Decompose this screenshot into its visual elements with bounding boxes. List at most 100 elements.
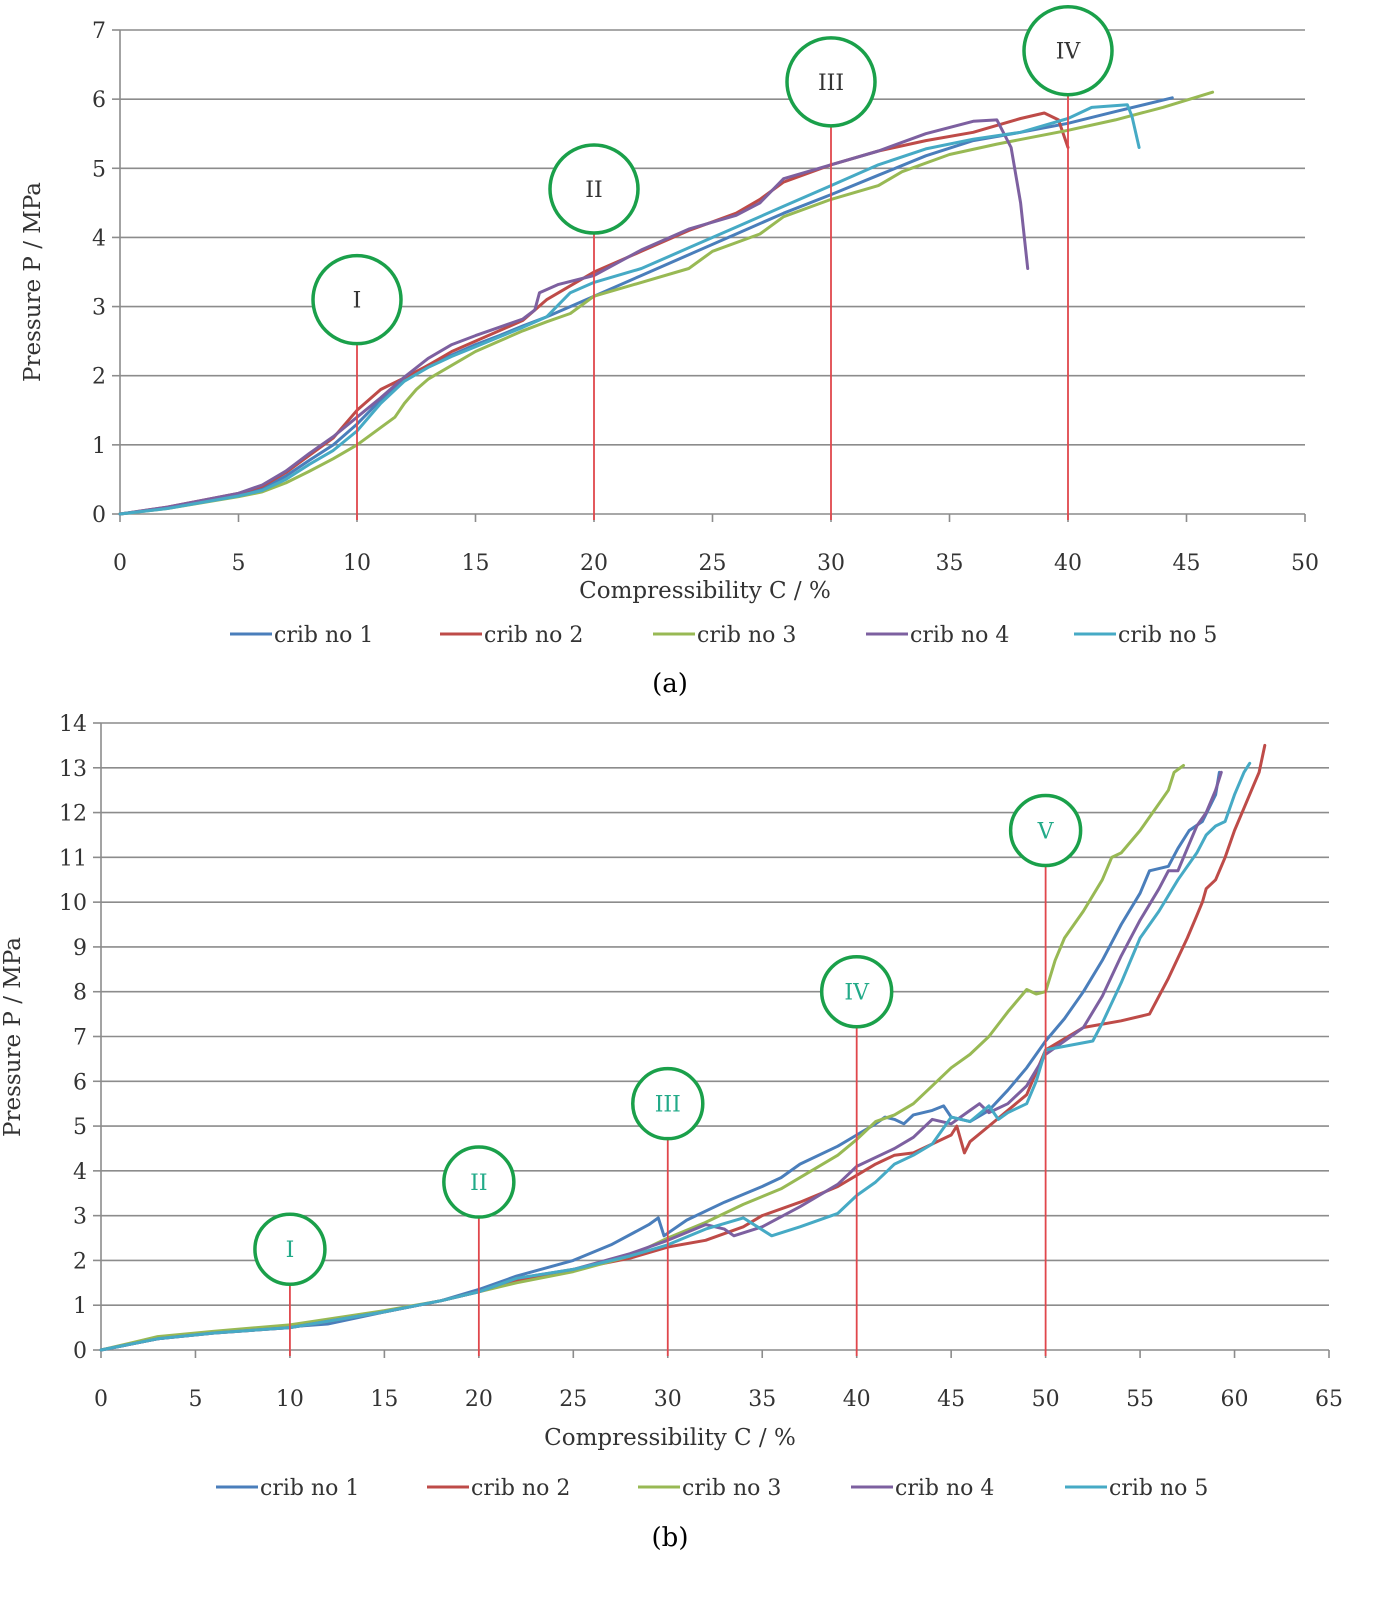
series-line-crib-no-1 [99,770,1221,1352]
x-tick-label: 35 [936,551,964,576]
series-line-crib-no-2 [118,111,1070,516]
y-tick-label: 9 [73,936,87,961]
x-tick-label: 5 [188,1387,202,1412]
legend-label: crib no 5 [1109,1476,1208,1501]
y-tick-label: 4 [92,226,106,251]
stage-marker: IV [819,954,894,1356]
stage-marker-label: I [353,289,362,314]
series-line-crib-no-5 [118,103,1141,516]
series-line-crib-no-3 [118,90,1215,516]
stage-marker-circle [442,1145,516,1219]
y-tick-label: 6 [92,88,106,113]
stage-marker: IV [1022,4,1114,520]
x-tick-label: 45 [937,1387,965,1412]
y-tick-label: 2 [92,365,106,390]
x-tick-label: 55 [1126,1387,1154,1412]
y-tick-label: 0 [73,1339,87,1364]
stage-marker-circle [631,1066,705,1141]
y-tick-label: 10 [59,891,87,916]
x-axis-title: Compressibility C / % [544,1425,796,1451]
y-tick-label: 13 [59,757,87,782]
stage-marker-label: IV [1056,40,1082,65]
y-tick-label: 0 [92,503,106,528]
stage-marker-circle [1022,4,1114,97]
x-tick-label: 40 [843,1387,871,1412]
y-tick-label: 7 [73,1026,87,1051]
series-line-crib-no-2 [99,743,1267,1352]
x-tick-label: 5 [232,551,246,576]
stage-marker-circle [548,143,640,235]
stage-marker-label: III [818,71,844,96]
series-line-crib-no-4 [118,118,1030,516]
stage-marker-circle [1008,793,1083,868]
x-tick-label: 0 [94,1387,108,1412]
legend-label: crib no 2 [484,623,583,648]
legend: crib no 1 crib no 2 crib no 3 crib no 4 crib… [230,623,1217,648]
x-axis-title: Compressibility C / % [579,578,831,604]
legend-label: crib no 2 [471,1476,570,1501]
panel-caption: (b) [652,1523,689,1553]
legend-label: crib no 5 [1118,623,1217,648]
stage-marker-circle [253,1212,327,1286]
legend-label: crib no 1 [260,1476,359,1501]
stage-marker-label: II [470,1171,487,1196]
x-tick-label: 40 [1054,551,1082,576]
stage-marker-label: IV [844,981,870,1006]
x-tick-label: 30 [817,551,845,576]
legend-label: crib no 4 [895,1476,994,1501]
y-tick-label: 3 [92,296,106,321]
x-tick-label: 50 [1032,1387,1060,1412]
panel-caption: (a) [652,669,688,699]
x-tick-label: 20 [580,551,608,576]
stage-marker-circle [785,36,877,128]
x-tick-label: 50 [1291,551,1319,576]
y-tick-label: 12 [59,802,87,827]
x-tick-label: 15 [462,551,490,576]
y-axis-title: Pressure P / MPa [20,182,46,382]
x-tick-label: 10 [343,551,371,576]
y-tick-label: 3 [73,1205,87,1230]
y-tick-label: 11 [59,846,87,871]
y-tick-label: 8 [73,981,87,1006]
y-tick-label: 4 [73,1160,87,1185]
legend: crib no 1 crib no 2 crib no 3 crib no 4 crib… [216,1476,1208,1501]
x-tick-label: 30 [654,1387,682,1412]
stage-marker: I [311,253,403,520]
x-tick-label: 45 [1173,551,1201,576]
y-tick-label: 2 [73,1249,87,1274]
x-tick-label: 0 [113,551,127,576]
y-tick-label: 5 [92,157,106,182]
x-tick-label: 65 [1315,1387,1343,1412]
stage-marker: V [1008,793,1083,1356]
stage-marker-circle [311,253,403,346]
x-tick-label: 10 [276,1387,304,1412]
x-tick-label: 15 [370,1387,398,1412]
y-tick-label: 7 [92,19,106,44]
x-tick-label: 35 [748,1387,776,1412]
x-tick-label: 20 [465,1387,493,1412]
stage-marker-label: II [585,178,602,203]
y-tick-label: 1 [92,434,106,459]
legend-label: crib no 1 [274,623,373,648]
y-axis-title: Pressure P / MPa [0,937,26,1137]
stage-marker: III [785,36,877,520]
legend-label: crib no 3 [697,623,796,648]
stage-marker-circle [819,954,894,1029]
stage-marker: III [631,1066,705,1356]
stage-marker: II [442,1145,516,1356]
stage-marker-label: V [1037,819,1055,844]
series-line-crib-no-5 [99,761,1252,1352]
stage-marker: II [548,143,640,520]
x-tick-label: 60 [1221,1387,1249,1412]
x-tick-label: 25 [559,1387,587,1412]
y-tick-label: 1 [73,1294,87,1319]
y-tick-label: 6 [73,1070,87,1095]
legend-label: crib no 4 [910,623,1009,648]
stage-marker: I [253,1212,327,1356]
stage-marker-label: I [286,1238,295,1263]
legend-label: crib no 3 [682,1476,781,1501]
